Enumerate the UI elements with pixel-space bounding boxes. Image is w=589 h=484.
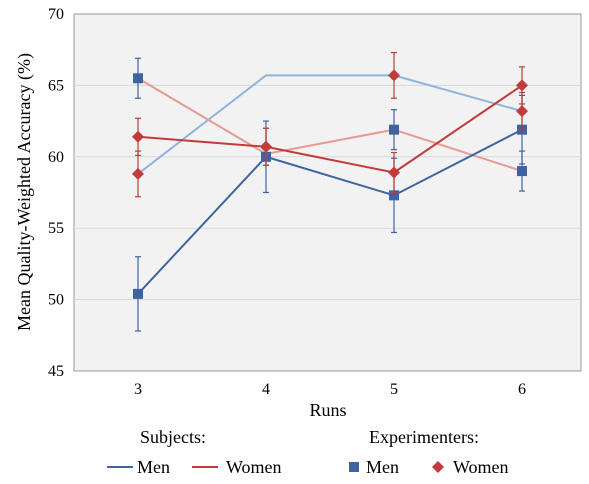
x-tick-labels: 3 4 5 6 [134, 381, 526, 398]
marker-experimenters-women-3 [516, 79, 528, 92]
legend-label-subject-women: Women [226, 457, 282, 477]
marker-experimenters-subjects-markers-women-1 [260, 140, 272, 153]
series-line-subjects-women [137, 77, 523, 173]
x-tick-5: 5 [390, 381, 398, 398]
gridlines [74, 84, 581, 301]
legend-marker-experimenter-women [432, 461, 444, 473]
y-tick-50: 50 [48, 292, 64, 309]
legend-group-experimenters: Experimenters: [369, 427, 479, 447]
legend-group-subjects: Subjects: [140, 427, 206, 447]
marker-experimenters-subjects-markers-men-2 [389, 124, 399, 135]
x-tick-4: 4 [262, 381, 270, 398]
y-axis-title: Mean Quality-Weighted Accuracy (%) [14, 53, 35, 331]
marker-experimenters-subjects-markers-women-2 [388, 69, 400, 82]
y-tick-55: 55 [48, 220, 64, 237]
x-tick-6: 6 [518, 381, 526, 398]
y-tick-45: 45 [48, 363, 64, 380]
series-layer [132, 51, 528, 332]
legend-label-subject-men: Men [137, 457, 170, 477]
y-tick-70: 70 [48, 6, 64, 23]
x-axis-title: Runs [309, 400, 346, 420]
legend-marker-experimenter-men [349, 462, 359, 472]
marker-experimenters-men-0 [133, 288, 143, 299]
marker-experimenters-women-2 [388, 166, 400, 179]
y-tick-65: 65 [48, 77, 64, 94]
marker-experimenters-women-0 [132, 130, 144, 143]
x-tick-3: 3 [134, 381, 142, 398]
marker-experimenters-subjects-markers-women-3 [516, 105, 528, 118]
series-line-experimenters-women [137, 84, 523, 174]
y-tick-60: 60 [48, 149, 64, 166]
legend: Subjects: Experimenters: Men Women Men W… [107, 427, 509, 477]
marker-experimenters-men-2 [389, 190, 399, 201]
legend-label-experimenter-women: Women [453, 457, 509, 477]
series-line-experimenters-men [137, 128, 523, 295]
plot-area [73, 13, 582, 372]
series-line-subjects-men [137, 74, 523, 175]
y-tick-labels: 45 50 55 60 65 70 [48, 6, 64, 380]
legend-label-experimenter-men: Men [366, 457, 399, 477]
marker-experimenters-subjects-markers-women-0 [132, 167, 144, 180]
marker-experimenters-subjects-markers-men-3 [517, 166, 527, 177]
marker-experimenters-subjects-markers-men-0 [133, 73, 143, 84]
